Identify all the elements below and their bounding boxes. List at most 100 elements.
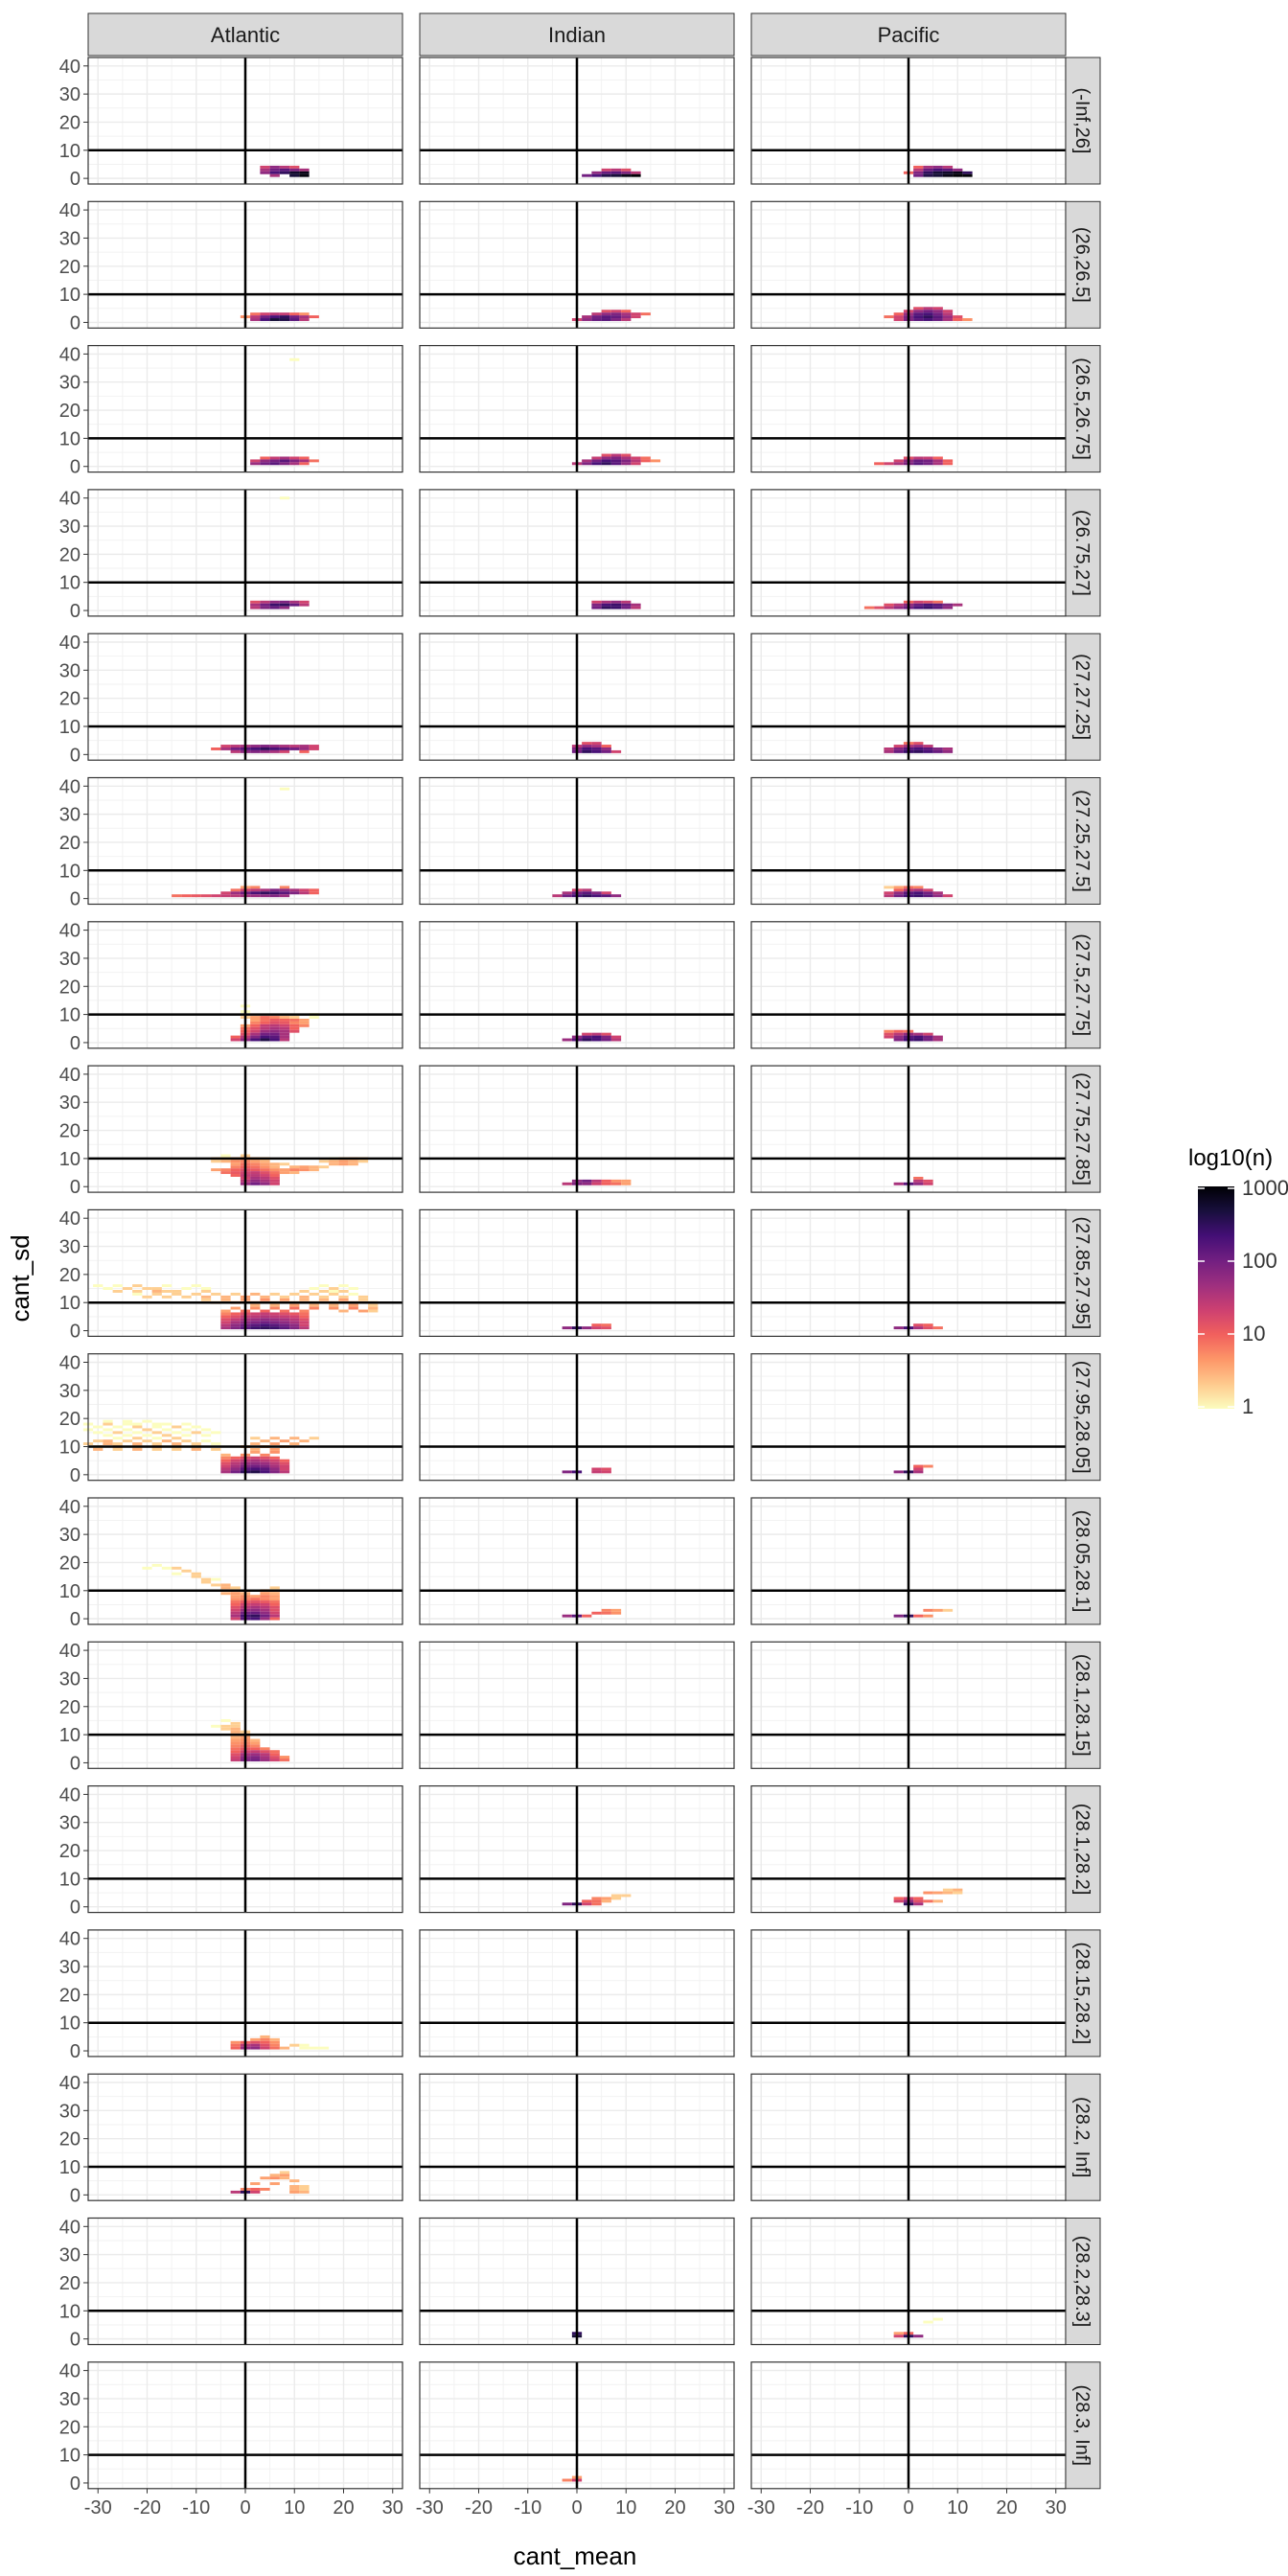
heatmap-tile <box>230 1315 241 1319</box>
y-tick-label: 20 <box>59 833 80 854</box>
heatmap-tile <box>132 1442 143 1446</box>
heatmap-tile <box>161 1284 172 1288</box>
y-tick-label: 20 <box>59 1265 80 1286</box>
heatmap-tile <box>230 1292 241 1296</box>
heatmap-tile <box>923 603 933 607</box>
heatmap-tile <box>191 894 201 898</box>
panel-indian <box>419 1497 735 1625</box>
heatmap-tile <box>269 1303 280 1307</box>
heatmap-tile <box>289 318 300 321</box>
heatmap-tile <box>348 1303 358 1307</box>
heatmap-tile <box>112 1442 123 1446</box>
heatmap-tile <box>610 1897 622 1900</box>
heatmap-tile <box>260 1603 270 1606</box>
heatmap-tile <box>200 1298 212 1301</box>
heatmap-tile <box>329 1306 339 1310</box>
heatmap-tile <box>309 745 319 748</box>
heatmap-tile <box>200 1295 212 1299</box>
heatmap-tile <box>279 1309 290 1313</box>
y-tick-label: 40 <box>59 1641 80 1662</box>
heatmap-tile <box>923 310 933 313</box>
heatmap-tile <box>953 315 963 319</box>
heatmap-tile <box>250 1617 261 1621</box>
heatmap-tile <box>269 1019 280 1022</box>
heatmap-tile <box>942 171 954 174</box>
heatmap-tile <box>191 1572 201 1576</box>
heatmap-tile <box>269 1611 280 1615</box>
heatmap-tile <box>279 165 290 169</box>
heatmap-tile <box>269 2182 280 2186</box>
heatmap-tile <box>289 1303 300 1307</box>
heatmap-tile <box>230 1753 241 1757</box>
heatmap-tile <box>932 603 943 607</box>
heatmap-tile <box>884 886 894 889</box>
panel-atlantic <box>87 57 403 185</box>
heatmap-tile <box>932 312 943 316</box>
heatmap-tile <box>621 603 632 607</box>
panel-indian <box>419 1641 735 1769</box>
heatmap-tile <box>650 459 661 463</box>
heatmap-tile <box>260 1600 270 1603</box>
heatmap-tile <box>269 318 280 321</box>
heatmap-tile <box>122 1428 133 1432</box>
heatmap-tile <box>913 2334 924 2338</box>
heatmap-tile <box>220 1456 231 1460</box>
heatmap-tile <box>893 459 904 463</box>
heatmap-tile <box>279 1439 290 1443</box>
heatmap-tile <box>299 2046 310 2050</box>
heatmap-tile <box>640 456 651 460</box>
heatmap-tile <box>269 1323 280 1327</box>
heatmap-tile <box>269 1168 280 1172</box>
heatmap-tile <box>913 459 924 463</box>
heatmap-tile <box>601 1467 611 1471</box>
heatmap-tile <box>269 1174 280 1177</box>
heatmap-tile <box>260 1295 270 1299</box>
heatmap-tile <box>562 894 572 898</box>
heatmap-tile <box>591 1897 602 1900</box>
x-tick-label: 10 <box>615 2497 636 2518</box>
heatmap-tile <box>250 1323 261 1327</box>
heatmap-tile <box>230 1174 241 1177</box>
heatmap-tile <box>220 1718 231 1722</box>
heatmap-tile <box>250 606 261 610</box>
panel-border <box>419 57 735 185</box>
y-tick-label: 30 <box>59 805 80 826</box>
row-strip <box>1065 1641 1101 1769</box>
heatmap-tile <box>631 315 641 319</box>
heatmap-tile <box>932 1035 943 1039</box>
heatmap-tile <box>93 1447 104 1451</box>
heatmap-tile <box>269 1600 280 1603</box>
heatmap-tile <box>582 742 592 746</box>
heatmap-tile <box>260 1165 270 1169</box>
heatmap-tile <box>269 1292 280 1296</box>
heatmap-tile <box>329 1287 339 1290</box>
heatmap-tile <box>260 1162 270 1166</box>
panel-atlantic <box>87 776 403 906</box>
heatmap-tile <box>230 1171 241 1175</box>
heatmap-tile <box>621 462 632 466</box>
legend-tick-label: 1 <box>1242 1394 1254 1418</box>
heatmap-tile <box>289 1168 300 1172</box>
heatmap-tile <box>250 1174 261 1177</box>
heatmap-tile <box>923 307 933 310</box>
panel-border <box>87 1353 403 1482</box>
x-tick-label: 30 <box>1046 2497 1067 2518</box>
heatmap-tile <box>913 173 924 177</box>
heatmap-tile <box>250 1315 261 1319</box>
heatmap-tile <box>250 600 261 604</box>
heatmap-tile <box>582 462 592 466</box>
heatmap-tile <box>318 1298 330 1301</box>
y-tick-label: 30 <box>59 660 80 681</box>
heatmap-tile <box>151 1425 162 1429</box>
heatmap-tile <box>874 606 885 610</box>
heatmap-tile <box>953 171 963 174</box>
heatmap-tile <box>299 1165 310 1169</box>
heatmap-tile <box>250 1318 261 1322</box>
heatmap-tile <box>299 1318 310 1322</box>
heatmap-tile <box>289 891 300 895</box>
y-tick-label: 20 <box>59 401 80 422</box>
heatmap-tile <box>884 1032 894 1036</box>
heatmap-tile <box>250 748 261 750</box>
heatmap-tile <box>621 318 632 321</box>
heatmap-tile <box>610 1182 622 1185</box>
